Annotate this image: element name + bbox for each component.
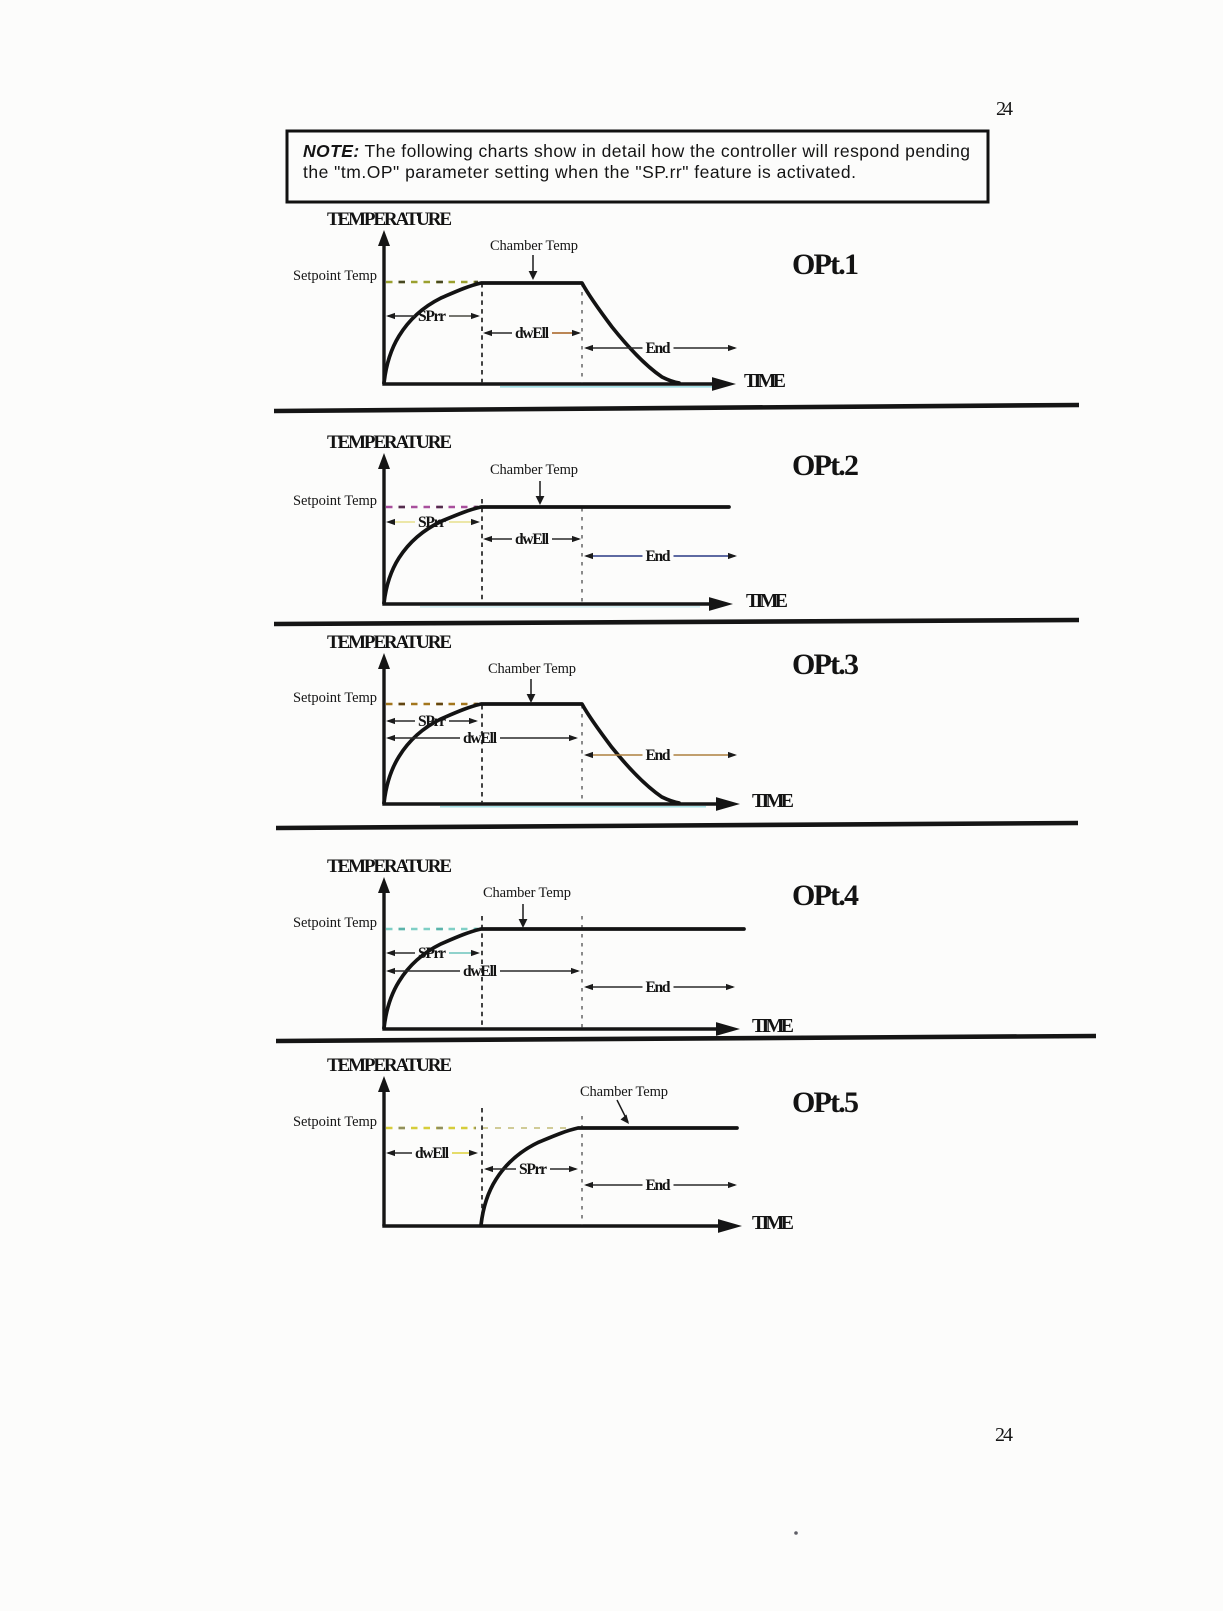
svg-text:Setpoint Temp: Setpoint Temp — [293, 690, 377, 706]
svg-text:Chamber Temp: Chamber Temp — [488, 661, 576, 677]
svg-text:SPrr: SPrr — [418, 713, 446, 730]
svg-text:the "tm.OP" parameter setting: the "tm.OP" parameter setting when the "… — [303, 162, 856, 182]
svg-text:Setpoint Temp: Setpoint Temp — [293, 1114, 377, 1130]
svg-text:TIME: TIME — [746, 590, 788, 612]
svg-text:TIME: TIME — [752, 1015, 794, 1037]
svg-text:End: End — [646, 747, 671, 764]
svg-text:dwEll: dwEll — [415, 1145, 450, 1162]
svg-text:Chamber Temp: Chamber Temp — [490, 238, 578, 254]
svg-text:OPt.2: OPt.2 — [792, 449, 859, 482]
svg-text:TIME: TIME — [752, 1212, 794, 1234]
svg-text:TEMPERATURE: TEMPERATURE — [327, 632, 452, 653]
svg-text:End: End — [646, 548, 671, 565]
svg-text:NOTE: The following charts sho: NOTE: The following charts show in detai… — [303, 141, 970, 161]
svg-text:SPrr: SPrr — [418, 514, 446, 531]
svg-text:End: End — [646, 1177, 671, 1194]
svg-text:Setpoint Temp: Setpoint Temp — [293, 268, 377, 284]
svg-text:TEMPERATURE: TEMPERATURE — [327, 1055, 452, 1076]
svg-text:dwEll: dwEll — [515, 325, 550, 342]
svg-text:TEMPERATURE: TEMPERATURE — [327, 209, 452, 230]
svg-text:TEMPERATURE: TEMPERATURE — [327, 432, 452, 453]
svg-text:Chamber Temp: Chamber Temp — [580, 1084, 668, 1100]
svg-text:dwEll: dwEll — [463, 963, 498, 980]
svg-text:End: End — [646, 979, 671, 996]
svg-text:TIME: TIME — [752, 790, 794, 812]
svg-text:24: 24 — [995, 1424, 1013, 1446]
svg-text:24: 24 — [996, 98, 1013, 120]
svg-text:Setpoint Temp: Setpoint Temp — [293, 915, 377, 931]
svg-text:Chamber Temp: Chamber Temp — [490, 462, 578, 478]
svg-text:TIME: TIME — [744, 370, 786, 392]
svg-text:dwEll: dwEll — [463, 730, 498, 747]
svg-text:TEMPERATURE: TEMPERATURE — [327, 856, 452, 877]
svg-text:dwEll: dwEll — [515, 531, 550, 548]
svg-text:SPrr: SPrr — [418, 308, 446, 325]
svg-text:Setpoint Temp: Setpoint Temp — [293, 493, 377, 509]
svg-text:SPrr: SPrr — [519, 1161, 547, 1178]
svg-text:End: End — [646, 340, 671, 357]
svg-text:SPrr: SPrr — [418, 945, 446, 962]
svg-text:OPt.5: OPt.5 — [792, 1086, 859, 1119]
svg-text:OPt.4: OPt.4 — [792, 879, 859, 912]
svg-text:OPt.3: OPt.3 — [792, 648, 859, 681]
svg-text:Chamber Temp: Chamber Temp — [483, 885, 571, 901]
svg-text:OPt.1: OPt.1 — [792, 248, 859, 281]
